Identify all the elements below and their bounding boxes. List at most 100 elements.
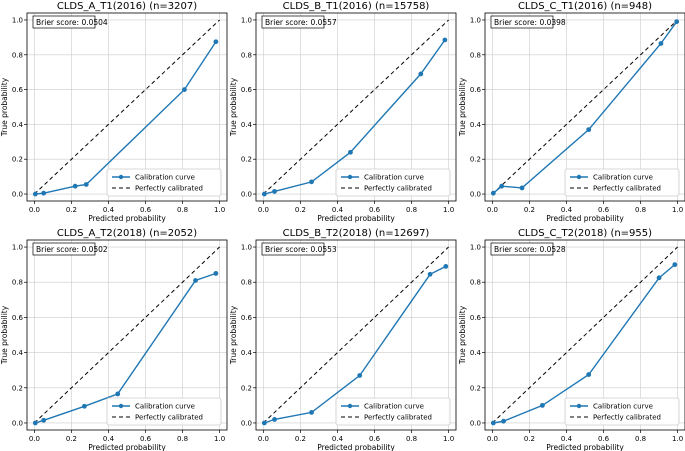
calibration-panel: 0.0 0.0 0.2 0.2 0.4 0.4 0.6 0.6 0.8 0.8 1.0 1.0 CLDS… <box>0 1 228 223</box>
perfectly-calibrated-line <box>34 246 220 424</box>
legend-curve-marker <box>118 403 124 409</box>
x-tick-label: 0.6 <box>140 435 152 443</box>
calibration-point <box>261 191 267 197</box>
y-tick-label: 1.0 <box>470 16 481 24</box>
legend-box <box>564 168 680 197</box>
calibration-point <box>32 420 38 426</box>
y-axis-label: True probability <box>229 305 238 365</box>
y-tick-label: 1.0 <box>241 16 252 24</box>
legend-curve-marker <box>347 174 353 180</box>
y-tick-label: 1.0 <box>12 16 23 24</box>
x-tick-label: 0.0 <box>487 206 498 214</box>
y-tick-label: 0.6 <box>470 86 482 94</box>
x-tick-label: 0.2 <box>66 435 77 443</box>
panel-title: CLDS_A_T2(2018) (n=2052) <box>57 228 197 239</box>
calibration-point <box>656 275 662 281</box>
calibration-point <box>213 39 219 45</box>
x-tick-label: 0.8 <box>635 435 646 443</box>
y-tick-label: 0.0 <box>470 419 481 427</box>
x-axis-label: Predicted probability <box>317 443 395 451</box>
x-tick-label: 1.0 <box>214 206 225 214</box>
calibration-point <box>540 402 545 408</box>
brier-score-label: Brier score: 0.0502 <box>36 245 108 254</box>
x-axis-label: Predicted probability <box>88 214 166 223</box>
y-tick-label: 0.0 <box>241 191 252 199</box>
x-axis-label: Predicted probability <box>317 214 395 223</box>
panel-title: CLDS_C_T1(2016) (n=948) <box>518 1 652 12</box>
y-tick-label: 0.6 <box>470 314 482 322</box>
y-tick-label: 0.2 <box>12 156 23 164</box>
y-tick-label: 0.8 <box>470 279 481 287</box>
perfectly-calibrated-line <box>492 19 678 195</box>
brier-score-box <box>490 242 554 256</box>
x-tick-label: 0.0 <box>258 435 269 443</box>
legend-curve-label: Calibration curve <box>593 174 653 182</box>
x-tick-label: 0.8 <box>177 206 188 214</box>
legend-diagonal-label: Perfectly calibrated <box>364 185 432 193</box>
legend-diagonal-label: Perfectly calibrated <box>364 414 432 422</box>
x-tick-label: 1.0 <box>443 435 454 443</box>
x-axis-label: Predicted probability <box>546 214 624 223</box>
x-tick-label: 0.4 <box>561 206 573 214</box>
calibration-point <box>418 71 424 77</box>
y-axis-label: True probability <box>458 77 467 137</box>
panel-title: CLDS_C_T2(2018) (n=955) <box>518 228 652 239</box>
calibration-point <box>490 190 496 196</box>
y-tick-label: 0.2 <box>241 384 252 392</box>
x-axis-label: Predicted probability <box>546 443 624 451</box>
legend-curve-label: Calibration curve <box>593 403 653 411</box>
y-tick-label: 0.8 <box>12 51 23 59</box>
brier-score-label: Brier score: 0.0398 <box>494 18 566 27</box>
y-tick-label: 1.0 <box>470 244 481 252</box>
y-tick-label: 0.8 <box>470 51 481 59</box>
x-tick-label: 0.6 <box>140 206 152 214</box>
y-tick-label: 0.0 <box>241 419 252 427</box>
calibration-panel: 0.0 0.0 0.2 0.2 0.4 0.4 0.6 0.6 0.8 0.8 1.0 1.0 CLDS… <box>0 228 228 451</box>
calibration-point <box>83 182 89 187</box>
legend-diagonal-label: Perfectly calibrated <box>135 185 203 193</box>
brier-score-box <box>261 15 325 29</box>
x-tick-label: 0.0 <box>487 435 498 443</box>
y-tick-label: 0.8 <box>241 51 252 59</box>
plot-frame <box>26 239 228 431</box>
y-tick-label: 1.0 <box>241 244 252 252</box>
x-tick-label: 0.6 <box>598 206 610 214</box>
x-tick-label: 0.8 <box>406 435 417 443</box>
calibration-point <box>261 420 267 426</box>
y-axis-label: True probability <box>0 305 9 365</box>
x-tick-label: 0.4 <box>103 435 115 443</box>
y-tick-label: 0.8 <box>12 279 23 287</box>
y-tick-label: 0.0 <box>470 191 481 199</box>
brier-score-box <box>32 242 96 256</box>
calibration-point <box>586 372 592 377</box>
x-axis-label: Predicted probability <box>88 443 166 451</box>
legend-curve-label: Calibration curve <box>364 174 424 182</box>
y-axis-label: True probability <box>458 305 467 365</box>
x-tick-label: 1.0 <box>672 206 683 214</box>
calibration-point <box>519 185 525 191</box>
y-tick-label: 0.8 <box>241 279 252 287</box>
legend-diagonal-label: Perfectly calibrated <box>135 414 203 422</box>
calibration-point <box>309 410 314 415</box>
calibration-panel: 0.0 0.0 0.2 0.2 0.4 0.4 0.6 0.6 0.8 0.8 1.0 1.0 CLDS… <box>458 228 685 451</box>
plot-frame <box>484 239 685 431</box>
x-tick-label: 0.2 <box>66 206 77 214</box>
y-tick-label: 0.6 <box>241 86 253 94</box>
x-tick-label: 0.6 <box>369 206 381 214</box>
calibration-point <box>442 37 448 43</box>
calibration-point <box>490 420 496 426</box>
calibration-point <box>586 127 592 133</box>
legend-box <box>106 168 222 197</box>
y-tick-label: 0.4 <box>241 121 253 129</box>
x-tick-label: 0.4 <box>561 435 573 443</box>
x-tick-label: 0.4 <box>332 435 344 443</box>
calibration-point <box>32 191 38 197</box>
calibration-point <box>213 271 219 276</box>
legend-curve-marker <box>118 174 124 180</box>
calibration-panel: 0.0 0.0 0.2 0.2 0.4 0.4 0.6 0.6 0.8 0.8 1.0 1.0 CLDS… <box>458 1 685 223</box>
y-tick-label: 1.0 <box>12 244 23 252</box>
legend-curve-label: Calibration curve <box>364 403 424 411</box>
legend-box <box>335 397 451 426</box>
perfectly-calibrated-line <box>263 246 449 424</box>
y-tick-label: 0.6 <box>241 314 253 322</box>
